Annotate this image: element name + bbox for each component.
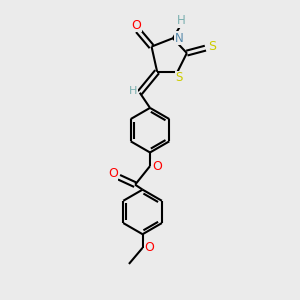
Text: S: S <box>208 40 216 53</box>
Text: H: H <box>177 14 186 27</box>
Text: O: O <box>152 160 162 172</box>
Text: S: S <box>175 71 182 84</box>
Text: O: O <box>108 167 118 180</box>
Text: H: H <box>129 86 137 97</box>
Text: O: O <box>145 241 154 254</box>
Text: O: O <box>132 19 142 32</box>
Text: N: N <box>175 32 184 45</box>
